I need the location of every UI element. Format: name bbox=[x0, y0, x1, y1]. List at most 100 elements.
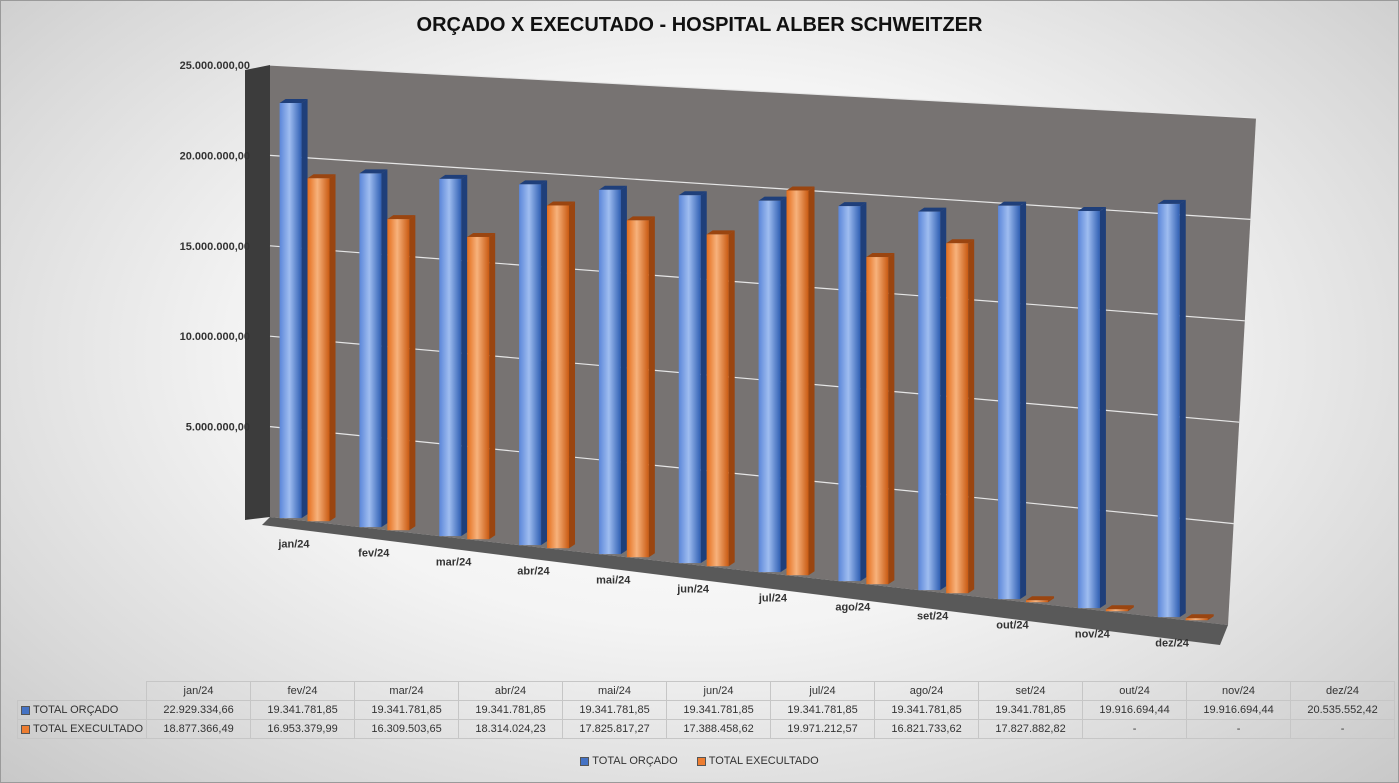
data-table-col-header: dez/24 bbox=[1290, 681, 1396, 701]
data-table-cell: 19.341.781,85 bbox=[978, 700, 1084, 720]
x-tick-label: set/24 bbox=[917, 611, 949, 623]
bar-face bbox=[1105, 609, 1128, 612]
data-table-col-header: fev/24 bbox=[250, 681, 356, 701]
bar-face bbox=[1026, 600, 1049, 603]
bar-side bbox=[1099, 207, 1106, 609]
bar-side bbox=[329, 174, 336, 522]
legend-swatch bbox=[696, 756, 706, 766]
bar bbox=[838, 202, 867, 582]
bar-face bbox=[519, 184, 542, 546]
series-swatch bbox=[21, 724, 30, 734]
bar-top bbox=[598, 185, 627, 190]
data-table-header: jan/24 fev/24 mar/24 abr/24 mai/24 jun/24 jul/… bbox=[18, 681, 1396, 701]
x-tick-label: jun/24 bbox=[676, 584, 710, 596]
bar bbox=[1157, 199, 1186, 618]
bar-top bbox=[519, 180, 548, 185]
bar bbox=[1185, 614, 1214, 621]
bar-side bbox=[461, 174, 468, 537]
bar-face bbox=[547, 205, 570, 549]
data-table-cell: - bbox=[1290, 719, 1396, 739]
bar bbox=[359, 169, 388, 528]
data-table-row-label: TOTAL ORÇADO bbox=[16, 700, 148, 720]
data-table-cell: 19.341.781,85 bbox=[354, 700, 460, 720]
bar-face bbox=[467, 236, 490, 540]
bar-top bbox=[1026, 596, 1055, 601]
data-table-cell: 20.535.552,42 bbox=[1290, 700, 1396, 720]
bar bbox=[946, 239, 975, 594]
bar-top bbox=[1185, 614, 1214, 619]
data-table-cell: - bbox=[1082, 719, 1188, 739]
bar-top bbox=[998, 201, 1027, 206]
bar-face bbox=[279, 103, 302, 519]
data-table-cell: 17.388.458,62 bbox=[666, 719, 772, 739]
y-axis-ticks: - 5.000.000,00 10.000.000,00 15.000.000,00 2… bbox=[180, 60, 251, 524]
bar-face bbox=[1157, 203, 1180, 618]
bar bbox=[998, 201, 1027, 600]
bar-top bbox=[439, 174, 468, 179]
grid-line bbox=[269, 64, 1257, 119]
data-table-cell: - bbox=[1186, 719, 1292, 739]
bar bbox=[439, 174, 468, 537]
series-swatch bbox=[21, 705, 30, 715]
data-table-row-label: TOTAL EXECULTADO bbox=[16, 719, 148, 739]
grid-line bbox=[269, 426, 1234, 525]
side-wall bbox=[245, 65, 270, 520]
x-tick-label: mai/24 bbox=[596, 575, 631, 587]
data-table-col-header: jul/24 bbox=[770, 681, 876, 701]
bar-top bbox=[866, 253, 895, 258]
bar-face bbox=[307, 178, 330, 522]
bar-face bbox=[758, 200, 781, 573]
bar-top bbox=[1105, 605, 1134, 610]
data-table-cell: 19.341.781,85 bbox=[874, 700, 980, 720]
bar bbox=[1077, 207, 1106, 609]
y-tick-label: 15.000.000,00 bbox=[180, 241, 250, 253]
bar bbox=[467, 232, 496, 540]
data-table-col-header: set/24 bbox=[978, 681, 1084, 701]
bar bbox=[706, 230, 735, 567]
bar-side bbox=[1207, 614, 1214, 621]
bar bbox=[519, 180, 548, 546]
legend-item-orcado: TOTAL ORÇADO bbox=[580, 755, 678, 767]
bar-top bbox=[946, 239, 975, 244]
bar-face bbox=[626, 220, 649, 558]
data-table-cell: 22.929.334,66 bbox=[146, 700, 252, 720]
bar bbox=[387, 215, 416, 531]
bar-top bbox=[626, 216, 655, 221]
bar-side bbox=[700, 191, 707, 564]
legend-swatch bbox=[580, 756, 590, 766]
y-tick-label: 20.000.000,00 bbox=[180, 150, 250, 162]
bar-top bbox=[467, 232, 496, 237]
legend-label: TOTAL ORÇADO bbox=[592, 755, 678, 767]
bar-face bbox=[598, 189, 621, 555]
legend-item-executado: TOTAL EXECULTADO bbox=[696, 755, 819, 767]
chart-title: ORÇADO X EXECUTADO - HOSPITAL ALBER SCHW… bbox=[416, 14, 983, 36]
data-table-cell: 16.953.379,99 bbox=[250, 719, 356, 739]
bar bbox=[279, 99, 308, 519]
bar-side bbox=[860, 202, 867, 582]
x-tick-label: nov/24 bbox=[1075, 629, 1111, 641]
bar-top bbox=[758, 196, 787, 201]
data-table-col-header: jan/24 bbox=[146, 681, 252, 701]
data-table-col-header: abr/24 bbox=[458, 681, 564, 701]
bar bbox=[547, 201, 576, 549]
bar-top bbox=[786, 186, 815, 191]
bar bbox=[866, 253, 895, 585]
bar-top bbox=[547, 201, 576, 206]
data-table-cell: 18.877.366,49 bbox=[146, 719, 252, 739]
bar-face bbox=[387, 219, 410, 531]
bar bbox=[758, 196, 787, 573]
bar-face bbox=[706, 234, 729, 567]
bar bbox=[918, 207, 947, 591]
data-table-cell: 19.341.781,85 bbox=[250, 700, 356, 720]
data-table-col-header: mai/24 bbox=[562, 681, 668, 701]
x-axis-ticks: jan/24 fev/24 mar/24 abr/24 mai/24 jun/24 jul/… bbox=[277, 539, 1189, 650]
y-tick-label: 5.000.000,00 bbox=[186, 422, 250, 434]
x-tick-label: jan/24 bbox=[277, 539, 310, 551]
bar-face bbox=[946, 243, 969, 594]
x-tick-label: mar/24 bbox=[436, 557, 472, 569]
bar-face bbox=[918, 211, 941, 591]
bar-side bbox=[968, 239, 975, 594]
data-table-col-header: ago/24 bbox=[874, 681, 980, 701]
y-tick-label: - bbox=[246, 512, 250, 524]
row-label-text: TOTAL ORÇADO bbox=[33, 704, 119, 716]
